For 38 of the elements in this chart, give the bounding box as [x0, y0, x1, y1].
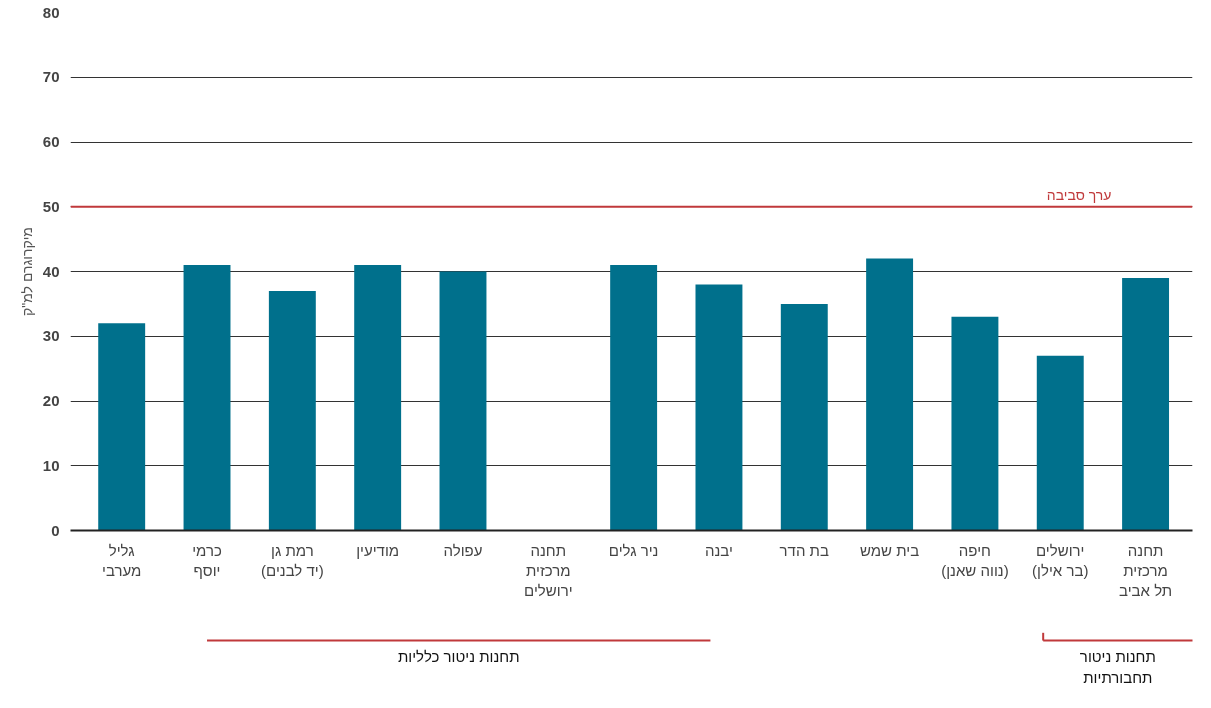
y-tick-label: 0 — [51, 521, 60, 539]
x-tick-label: ניר גלים — [608, 541, 659, 559]
x-tick-label: כרמי יוסף — [192, 541, 222, 579]
ref-line-label: ערך סביבה — [1046, 186, 1112, 203]
x-tick-label: בית שמש — [860, 541, 920, 559]
bar — [951, 316, 999, 531]
x-tick-label: בת הדר — [779, 541, 829, 559]
text: תחנות ניטור תחבורתיות — [1079, 648, 1156, 686]
bar — [98, 323, 146, 531]
text: תחנות ניטור כלליות — [397, 648, 520, 666]
y-tick-label: 80 — [42, 3, 60, 21]
bar — [610, 265, 658, 531]
x-tick-label: יבנה — [705, 541, 733, 559]
y-tick-label: 10 — [42, 456, 60, 474]
bar — [866, 258, 914, 531]
bar — [780, 303, 828, 531]
bar — [1122, 277, 1170, 531]
x-tick-label: תחנה מרכזית תל אביב — [1119, 541, 1173, 600]
y-tick-label: 50 — [42, 197, 60, 215]
x-tick-label: גליל מערבי — [102, 541, 142, 579]
y-tick-label: 40 — [42, 262, 60, 280]
bar — [695, 284, 743, 531]
x-tick-label: עפולה — [443, 541, 483, 559]
bar — [183, 265, 231, 531]
bar — [268, 290, 316, 531]
y-tick-label: 20 — [42, 392, 60, 409]
y-axis-title: מיקרוגרם למ"ק — [18, 227, 35, 316]
x-tick-label: תחנה מרכזית ירושלים — [524, 541, 573, 600]
x-tick-label: מודיעין — [356, 541, 400, 559]
bar — [439, 271, 487, 531]
bar — [1036, 355, 1084, 531]
x-tick-label: רמת גן (יד לבנים) — [261, 541, 324, 579]
bar — [354, 265, 402, 531]
x-tick-label: ירושלים (בר אילן) — [1032, 541, 1089, 579]
y-tick-label: 70 — [42, 68, 60, 86]
y-tick-label: 60 — [42, 133, 60, 150]
y-tick-label: 30 — [42, 327, 60, 345]
x-tick-label: חיפה (נווה שאנן) — [941, 541, 1009, 579]
